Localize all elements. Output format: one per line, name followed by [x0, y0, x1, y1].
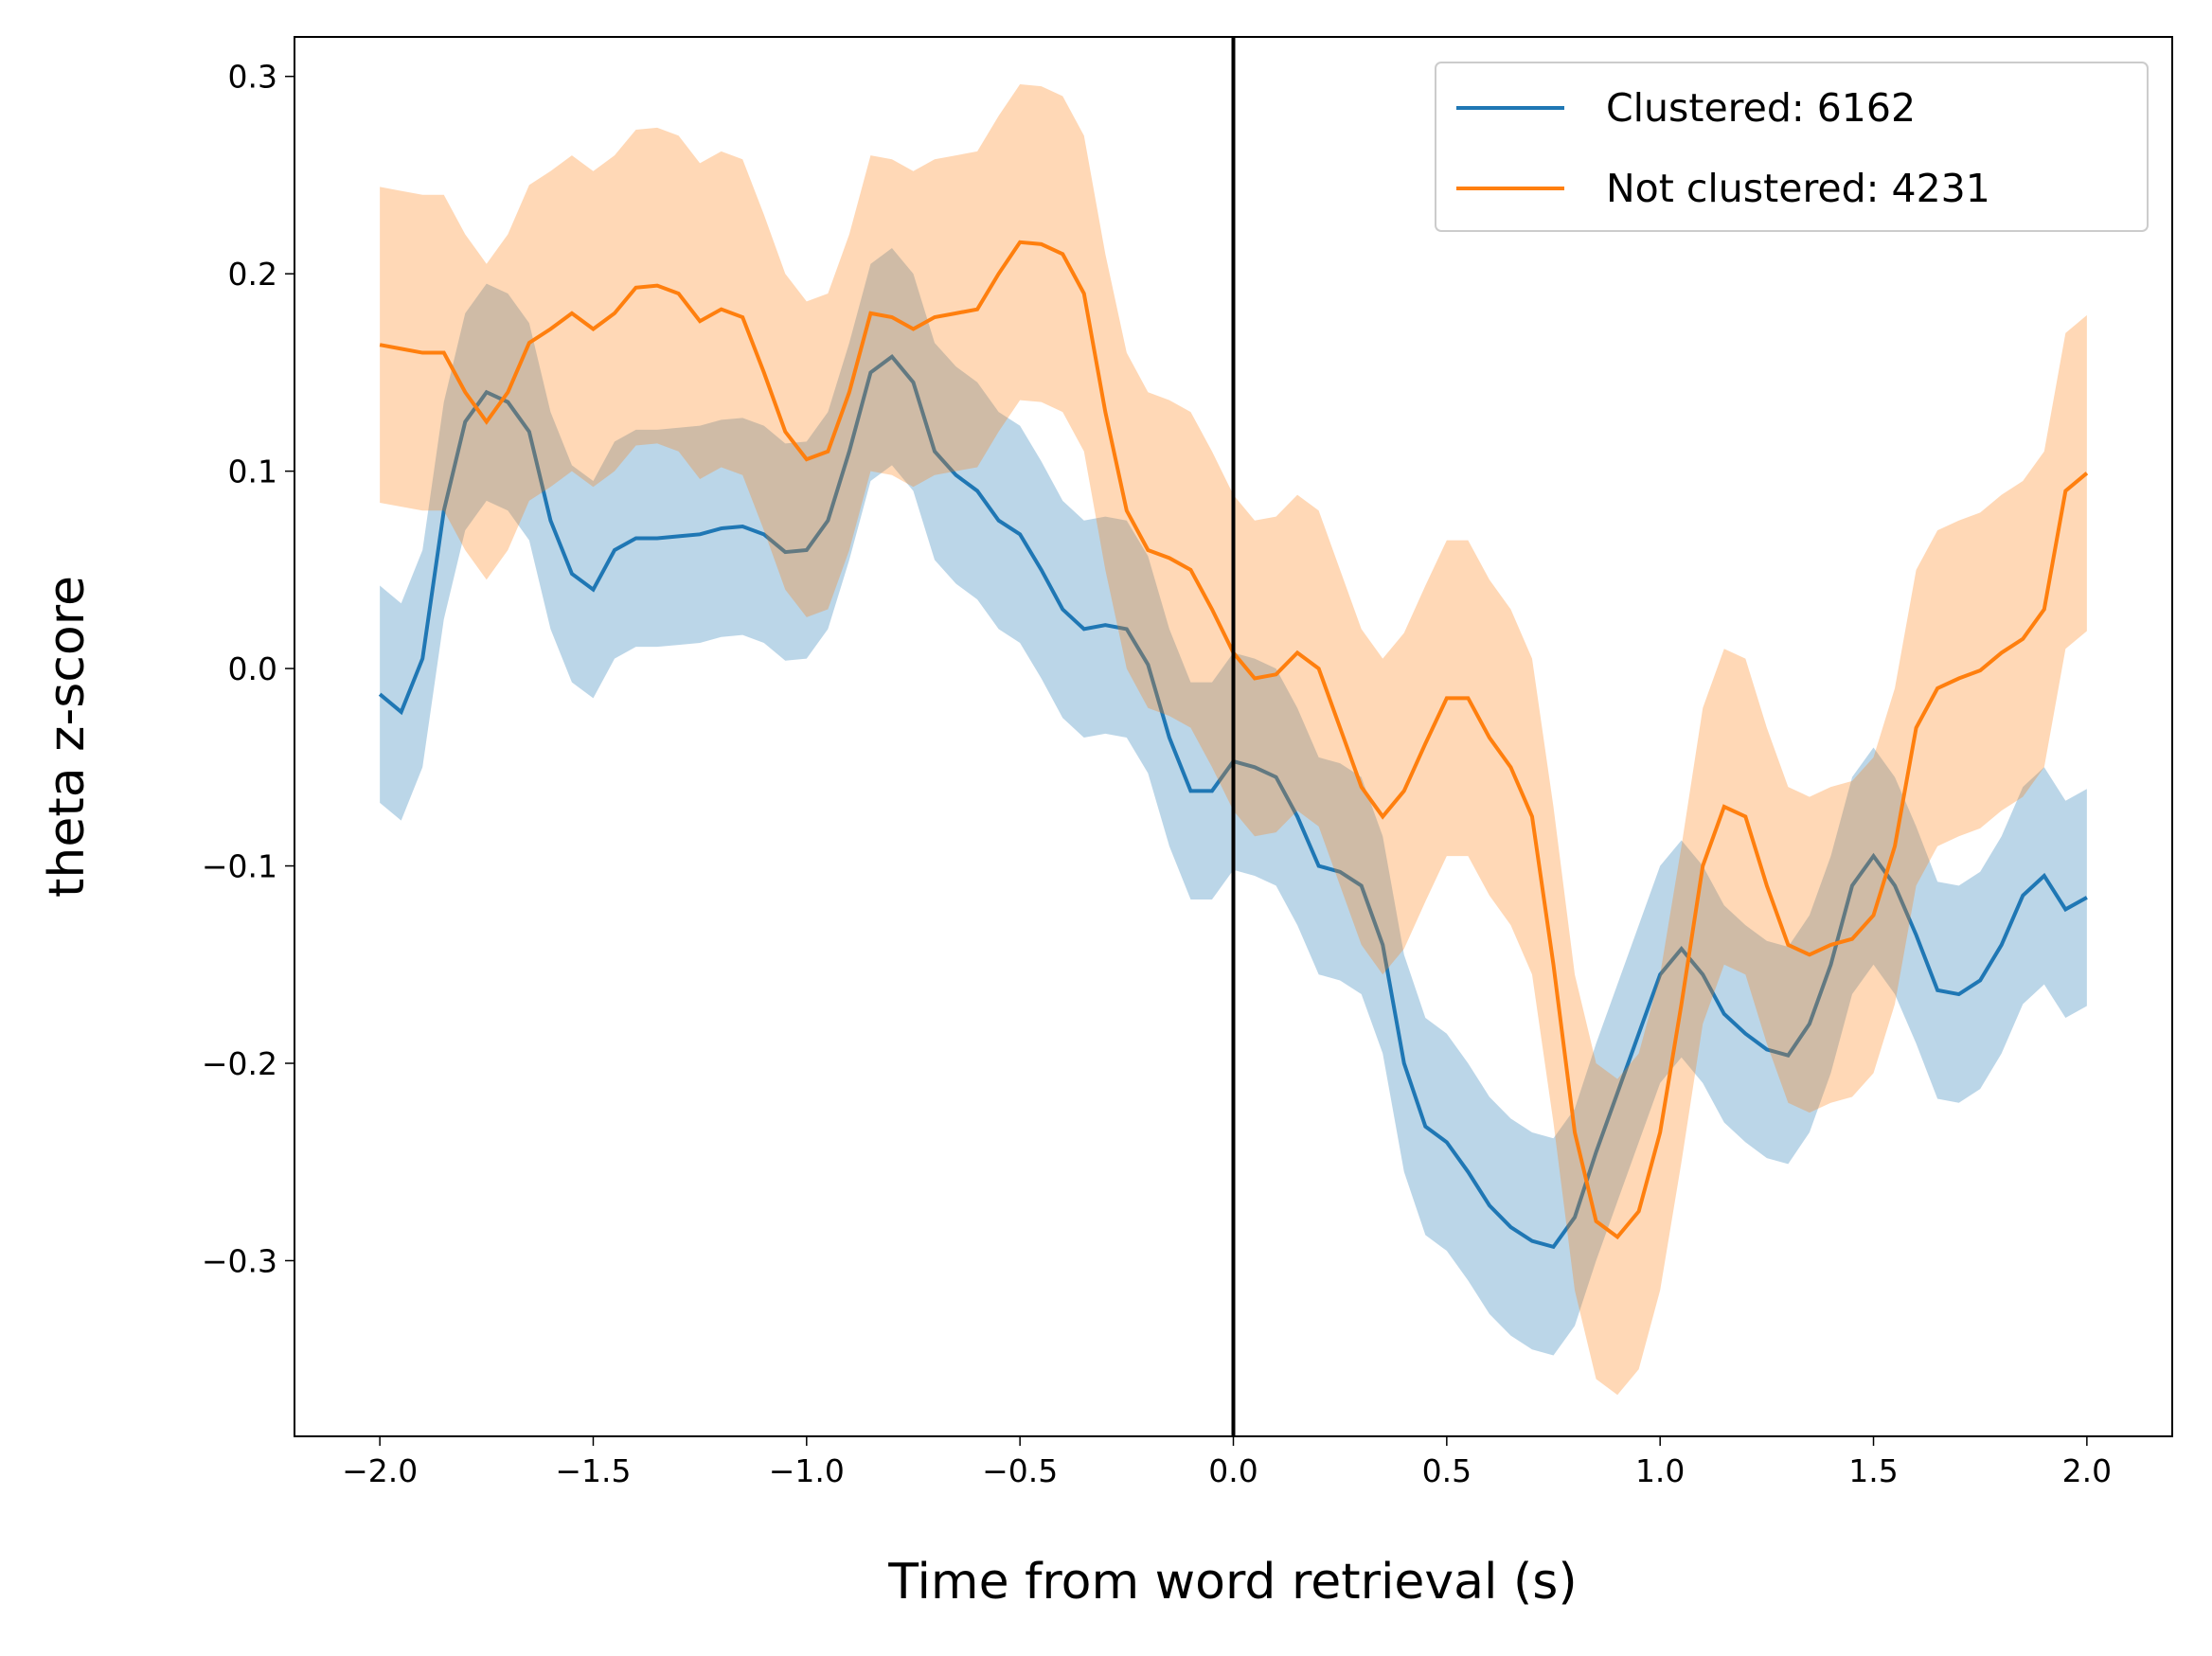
x-tick-label: 0.5 — [1422, 1452, 1472, 1489]
y-tick-label: −0.2 — [202, 1045, 277, 1082]
legend: Clustered: 6162 Not clustered: 4231 — [1435, 62, 2149, 232]
x-tick-label: 1.5 — [1848, 1452, 1898, 1489]
x-axis-label: Time from word retrieval (s) — [887, 1554, 1577, 1611]
x-tick-label: −0.5 — [982, 1452, 1058, 1489]
y-tick-label: 0.0 — [228, 650, 277, 687]
x-tick-label: −1.0 — [769, 1452, 845, 1489]
x-tick-label: 0.0 — [1208, 1452, 1258, 1489]
y-tick-label: 0.2 — [228, 256, 277, 293]
y-tick-label: 0.1 — [228, 454, 277, 490]
y-tick-label: 0.3 — [228, 59, 277, 96]
y-tick-label: −0.3 — [202, 1242, 277, 1279]
legend-label: Not clustered: 4231 — [1606, 166, 1990, 211]
x-tick-label: −1.5 — [555, 1452, 631, 1489]
legend-box — [1435, 62, 2149, 232]
legend-label: Clustered: 6162 — [1606, 85, 1916, 131]
x-tick-label: 2.0 — [2062, 1452, 2112, 1489]
y-tick-label: −0.1 — [202, 848, 277, 885]
plot-frame — [294, 36, 2173, 1437]
x-tick-label: −2.0 — [342, 1452, 418, 1489]
x-tick-label: 1.0 — [1635, 1452, 1685, 1489]
y-axis-label: theta z-score — [39, 576, 96, 898]
